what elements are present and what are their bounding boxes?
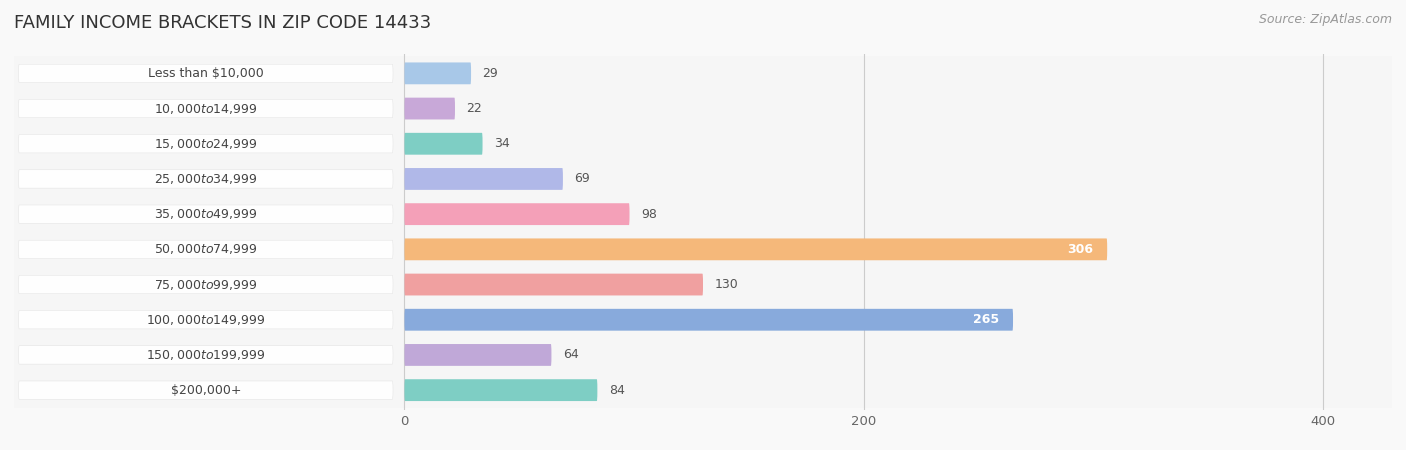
Text: 130: 130 (714, 278, 738, 291)
FancyBboxPatch shape (14, 232, 1392, 267)
FancyBboxPatch shape (405, 168, 562, 190)
FancyBboxPatch shape (14, 373, 1392, 408)
FancyBboxPatch shape (14, 162, 1392, 197)
FancyBboxPatch shape (18, 170, 394, 188)
FancyBboxPatch shape (14, 91, 1392, 126)
FancyBboxPatch shape (14, 338, 1392, 373)
FancyBboxPatch shape (14, 267, 1392, 302)
Text: FAMILY INCOME BRACKETS IN ZIP CODE 14433: FAMILY INCOME BRACKETS IN ZIP CODE 14433 (14, 14, 432, 32)
FancyBboxPatch shape (405, 379, 598, 401)
Text: 34: 34 (494, 137, 510, 150)
Text: 64: 64 (562, 348, 579, 361)
Text: 69: 69 (575, 172, 591, 185)
FancyBboxPatch shape (18, 205, 394, 223)
FancyBboxPatch shape (14, 197, 1392, 232)
FancyBboxPatch shape (14, 56, 1392, 91)
Text: Less than $10,000: Less than $10,000 (148, 67, 264, 80)
FancyBboxPatch shape (14, 302, 1392, 338)
Text: Source: ZipAtlas.com: Source: ZipAtlas.com (1258, 14, 1392, 27)
FancyBboxPatch shape (18, 135, 394, 153)
Text: 84: 84 (609, 384, 624, 396)
FancyBboxPatch shape (18, 381, 394, 399)
FancyBboxPatch shape (18, 99, 394, 118)
FancyBboxPatch shape (405, 309, 1012, 331)
FancyBboxPatch shape (405, 203, 630, 225)
Text: $100,000 to $149,999: $100,000 to $149,999 (146, 313, 266, 327)
Text: $10,000 to $14,999: $10,000 to $14,999 (155, 102, 257, 116)
FancyBboxPatch shape (18, 310, 394, 329)
FancyBboxPatch shape (18, 240, 394, 258)
FancyBboxPatch shape (405, 274, 703, 296)
FancyBboxPatch shape (14, 91, 1392, 126)
FancyBboxPatch shape (14, 162, 1392, 197)
FancyBboxPatch shape (18, 275, 394, 294)
Text: $150,000 to $199,999: $150,000 to $199,999 (146, 348, 266, 362)
Text: 306: 306 (1067, 243, 1094, 256)
FancyBboxPatch shape (14, 197, 1392, 232)
Text: 22: 22 (467, 102, 482, 115)
FancyBboxPatch shape (14, 56, 1392, 91)
FancyBboxPatch shape (14, 267, 1392, 302)
Text: $25,000 to $34,999: $25,000 to $34,999 (155, 172, 257, 186)
Text: $200,000+: $200,000+ (170, 384, 240, 396)
FancyBboxPatch shape (14, 232, 1392, 267)
FancyBboxPatch shape (405, 238, 1107, 260)
FancyBboxPatch shape (14, 126, 1392, 162)
FancyBboxPatch shape (14, 126, 1392, 162)
Text: 98: 98 (641, 207, 657, 220)
FancyBboxPatch shape (14, 338, 1392, 373)
FancyBboxPatch shape (405, 98, 456, 119)
Text: 29: 29 (482, 67, 498, 80)
FancyBboxPatch shape (14, 302, 1392, 338)
FancyBboxPatch shape (18, 64, 394, 82)
FancyBboxPatch shape (405, 133, 482, 155)
Text: $35,000 to $49,999: $35,000 to $49,999 (155, 207, 257, 221)
FancyBboxPatch shape (405, 344, 551, 366)
FancyBboxPatch shape (14, 373, 1392, 408)
Text: $75,000 to $99,999: $75,000 to $99,999 (155, 278, 257, 292)
Text: $50,000 to $74,999: $50,000 to $74,999 (155, 243, 257, 256)
FancyBboxPatch shape (405, 63, 471, 84)
Text: 265: 265 (973, 313, 1000, 326)
Text: $15,000 to $24,999: $15,000 to $24,999 (155, 137, 257, 151)
FancyBboxPatch shape (18, 346, 394, 364)
